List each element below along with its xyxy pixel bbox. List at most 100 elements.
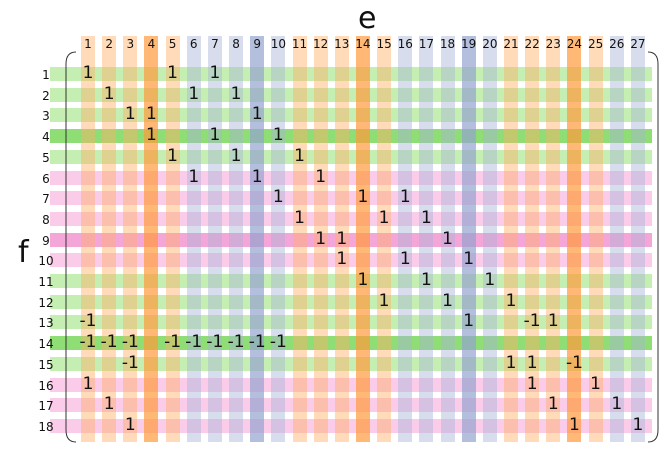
- column-label: 27: [630, 37, 646, 51]
- row-band-15: [50, 356, 652, 371]
- matrix-entry: 1: [294, 207, 305, 228]
- column-band-8: [229, 36, 244, 442]
- row-label: 15: [38, 357, 54, 372]
- column-label: 12: [313, 37, 329, 51]
- row-label: 17: [38, 399, 54, 414]
- matrix-entry: 1: [209, 125, 221, 146]
- matrix-entry: -1: [227, 332, 245, 353]
- matrix-entry: 1: [399, 187, 411, 208]
- matrix-entry: 1: [590, 373, 601, 394]
- column-band-4: [144, 36, 159, 442]
- column-label: 3: [126, 37, 135, 51]
- column-label: 16: [397, 37, 413, 51]
- column-band-22: [525, 36, 540, 442]
- column-label: 17: [418, 37, 435, 51]
- row-label: 12: [38, 295, 54, 310]
- column-band-12: [313, 36, 328, 442]
- row-label: 16: [38, 378, 54, 393]
- row-band-14: [50, 336, 652, 351]
- matrix-entry: 1: [315, 166, 327, 187]
- row-label: 7: [42, 192, 50, 207]
- matrix-entry: -1: [565, 352, 583, 373]
- row-band-10: [50, 253, 652, 268]
- column-band-11: [292, 36, 307, 442]
- row-band-7: [50, 191, 652, 206]
- matrix-entry: -1: [100, 332, 118, 353]
- matrix-entry: -1: [206, 332, 224, 353]
- row-label: 8: [42, 212, 50, 227]
- row-band-11: [50, 274, 652, 288]
- matrix-entry: -1: [523, 311, 541, 332]
- matrix-entry: -1: [121, 352, 139, 373]
- column-label: 21: [503, 37, 519, 51]
- column-band-13: [334, 36, 349, 442]
- row-band-1: [50, 67, 652, 81]
- column-band-2: [102, 36, 117, 442]
- row-band-12: [50, 294, 652, 309]
- matrix-entry: -1: [269, 332, 287, 353]
- matrix-entry: 1: [251, 104, 263, 125]
- matrix-entry: 1: [230, 83, 242, 104]
- column-band-19: [461, 36, 476, 442]
- matrix-entry: 1: [188, 166, 200, 187]
- matrix-entry: 1: [167, 63, 178, 83]
- column-label: 26: [609, 37, 625, 51]
- column-band-24: [567, 36, 582, 442]
- row-label: 10: [38, 254, 54, 269]
- column-band-14: [355, 36, 370, 442]
- matrix-entry: 1: [336, 249, 348, 270]
- matrix-entry: 1: [378, 207, 390, 228]
- matrix-entry: 1: [569, 414, 580, 435]
- matrix-entry: 1: [399, 249, 411, 270]
- matrix-entry: 1: [357, 270, 369, 290]
- column-band-23: [546, 36, 561, 442]
- column-label: 18: [439, 37, 456, 51]
- column-band-21: [504, 36, 518, 442]
- matrix-entry: 1: [251, 166, 263, 187]
- matrix-entry: 1: [378, 290, 390, 311]
- row-label: 2: [42, 88, 50, 103]
- matrix-entry: 1: [124, 414, 136, 435]
- row-band-8: [50, 211, 652, 226]
- column-band-16: [398, 36, 413, 442]
- column-label: 14: [355, 37, 371, 51]
- row-band-13: [50, 315, 652, 330]
- matrix-entry: 1: [272, 125, 284, 146]
- matrix-entry: 1: [526, 352, 538, 373]
- matrix-entry: 1: [611, 394, 623, 415]
- matrix-entry: 1: [167, 145, 178, 166]
- column-label: 20: [482, 37, 498, 51]
- matrix-entry: 1: [315, 228, 327, 249]
- matrix-entry: 1: [547, 394, 559, 415]
- matrix-entry: 1: [420, 270, 432, 290]
- row-label: 13: [38, 316, 54, 331]
- column-band-10: [271, 36, 286, 442]
- matrix-entry: -1: [79, 332, 97, 353]
- column-band-20: [482, 36, 497, 442]
- row-band-3: [50, 108, 652, 123]
- column-label: 4: [147, 37, 156, 51]
- matrix-entry: 1: [336, 228, 348, 249]
- matrix-entry: -1: [185, 332, 203, 353]
- row-band-4: [50, 129, 652, 144]
- column-band-18: [440, 36, 455, 442]
- column-band-26: [609, 36, 624, 442]
- matrix-entry: 1: [463, 311, 475, 332]
- row-label: 14: [38, 337, 54, 352]
- column-band-3: [123, 36, 138, 442]
- column-band-25: [588, 36, 603, 442]
- row-label: 3: [42, 109, 50, 124]
- matrix-entry: 1: [82, 373, 94, 394]
- matrix-entry: 1: [420, 207, 432, 228]
- column-band-9: [250, 36, 265, 442]
- column-band-6: [186, 36, 201, 442]
- row-label: 5: [42, 150, 50, 165]
- column-band-5: [165, 36, 180, 442]
- column-band-15: [377, 36, 392, 442]
- matrix-entry: 1: [526, 373, 538, 394]
- matrix-entry: 1: [442, 228, 453, 249]
- matrix-entry: -1: [79, 311, 97, 332]
- row-axis-title: f: [18, 235, 29, 270]
- column-label: 5: [168, 37, 177, 51]
